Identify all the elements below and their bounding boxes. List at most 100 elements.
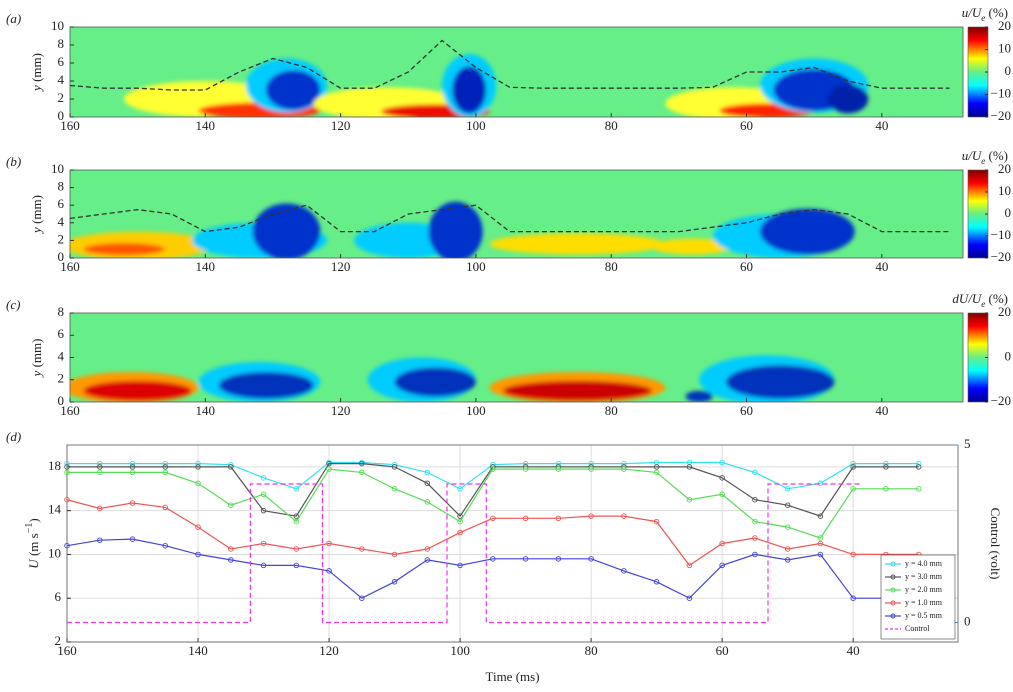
x-tick-label: 140 (196, 259, 216, 274)
panel-label: (c) (6, 297, 20, 312)
panel-label: (d) (6, 429, 21, 444)
thickness-line (70, 39, 950, 91)
x-tick-label: 100 (450, 643, 470, 658)
x-tick-label: 160 (60, 118, 80, 133)
y-axis-label-part: y (29, 85, 44, 93)
contour-blob (452, 66, 487, 114)
contour-blob (685, 390, 713, 402)
point-marker (784, 557, 791, 563)
y-axis-label-part: (mm) (29, 195, 44, 227)
point-marker (784, 502, 791, 508)
point-marker (719, 459, 725, 466)
y-axis-label-part: y (29, 227, 44, 235)
point-marker (424, 469, 431, 476)
contour-field (70, 313, 963, 402)
colorbar-tick-label: 20 (998, 161, 1011, 176)
point-marker (621, 466, 627, 472)
point-marker (653, 579, 660, 585)
contour-blob (83, 380, 192, 401)
point-marker (817, 513, 824, 519)
point-marker (555, 556, 562, 562)
blobs (124, 54, 869, 117)
point-marker (883, 464, 889, 470)
point-marker (359, 595, 365, 601)
y-tick-label: 10 (48, 545, 61, 560)
point-marker (653, 469, 660, 476)
point-marker (752, 518, 758, 525)
contour-blob (394, 367, 476, 397)
point-marker (817, 551, 824, 558)
x-tick-label: 120 (331, 118, 351, 133)
point-marker (588, 466, 594, 472)
point-marker (260, 475, 267, 481)
x-tick-label: 40 (847, 643, 860, 658)
contour-blob (252, 203, 321, 258)
colorbar-tick-label: −20 (991, 108, 1011, 123)
y2-axis-label: Control (volt) (988, 508, 1003, 580)
point-marker (391, 579, 398, 585)
point-marker (457, 529, 463, 536)
x-tick-label: 80 (605, 259, 618, 274)
point-marker (588, 513, 594, 519)
point-marker (260, 491, 267, 498)
point-marker (522, 515, 529, 522)
series-line (67, 499, 919, 567)
y-tick-label: 6 (58, 54, 65, 69)
y-axis-label-part: (m s (26, 533, 41, 559)
blobs (70, 355, 835, 402)
legend-label: y = 0.5 mm (905, 611, 943, 620)
legend-label: Control (905, 624, 930, 633)
y-axis-label-part: ) (26, 518, 41, 522)
point-marker (588, 556, 594, 562)
panel-label: (b) (6, 154, 21, 169)
point-marker (129, 464, 136, 470)
point-marker (97, 537, 103, 543)
point-marker (883, 486, 889, 492)
point-marker (653, 518, 660, 525)
contour-blob (489, 233, 666, 255)
panel: 160 140 120 100 80 60 40 2 6 10 14 18 (d) U (m s−1) Ti… (6, 429, 1003, 684)
y-tick-label: 0 (58, 249, 65, 264)
colorbar-label-part: e (981, 299, 985, 309)
y-tick-label: 4 (58, 214, 65, 229)
contour-blob (760, 208, 855, 255)
y-tick-label: 2 (58, 90, 65, 105)
point-marker (97, 464, 103, 470)
point-marker (162, 542, 169, 549)
legend-box (880, 554, 956, 640)
point-marker (522, 460, 529, 467)
point-marker (817, 540, 824, 547)
legend-label: y = 2.0 mm (905, 585, 943, 594)
point-marker (686, 562, 693, 569)
point-marker (162, 504, 169, 511)
point-marker (195, 464, 201, 470)
y-tick-label: 6 (55, 589, 62, 604)
point-marker (293, 513, 300, 519)
contour-blob (218, 371, 314, 399)
point-marker (293, 486, 300, 492)
point-marker (719, 540, 725, 547)
point-marker (195, 480, 201, 487)
point-marker (162, 469, 169, 476)
colorbar-tick-label: 0 (1005, 205, 1012, 220)
y-tick-label: 14 (48, 502, 62, 517)
point-marker (653, 464, 660, 470)
colorbar-tick-label: −20 (991, 249, 1011, 264)
point-marker (424, 557, 431, 563)
legend-marker (890, 561, 896, 567)
point-marker (719, 491, 725, 498)
x-tick-label: 100 (466, 118, 486, 133)
point-marker (555, 460, 562, 467)
point-marker (850, 595, 856, 601)
legend-label: y = 4.0 mm (905, 559, 943, 568)
point-marker (752, 551, 758, 558)
colorbar-label-part: (%) (985, 5, 1008, 20)
contour-blob (651, 238, 733, 255)
y-axis-label-part: −1 (24, 523, 35, 534)
series-line (67, 538, 919, 599)
y-axis-label-part: (mm) (29, 53, 44, 85)
point-marker (293, 562, 300, 569)
colorbar-label-part: e (981, 156, 985, 166)
y-tick-label: 0 (58, 108, 65, 123)
